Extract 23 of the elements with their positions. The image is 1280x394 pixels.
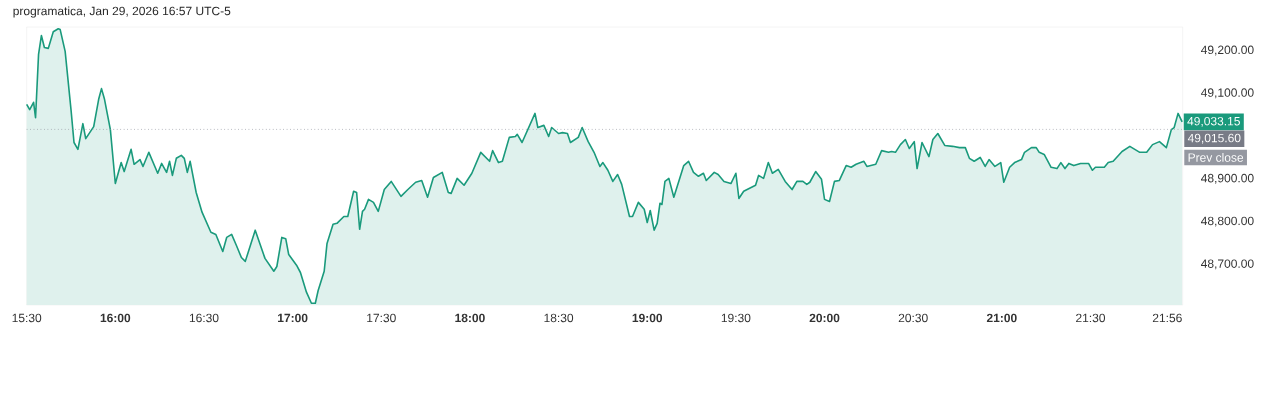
x-tick-label: 21:30	[1076, 313, 1106, 323]
y-tick-label: 48,700.00	[1201, 259, 1254, 270]
x-tick-label: 21:00	[986, 313, 1017, 323]
x-tick-label: 20:00	[809, 313, 840, 323]
x-tick-label: 18:00	[455, 313, 485, 323]
y-tick-label: 49,200.00	[1201, 45, 1254, 56]
x-tick-label: 21:56	[1152, 313, 1182, 323]
chart-title: programatica, Jan 29, 2026 16:57 UTC-5	[13, 6, 231, 18]
x-tick-label: 17:00	[278, 313, 308, 323]
ref-line-label: Prev close	[1188, 152, 1244, 162]
x-tick-label: 16:00	[100, 313, 131, 323]
x-tick-label: 16:30	[189, 313, 219, 323]
x-tick-label: 20:30	[898, 313, 928, 323]
y-tick-label: 48,800.00	[1201, 216, 1254, 227]
x-tick-label: 19:00	[632, 313, 663, 323]
y-tick-label: 48,900.00	[1201, 173, 1254, 184]
text: 49,015.60	[1187, 133, 1241, 144]
x-tick-label: 18:30	[544, 313, 574, 323]
data-label: 49,033.15	[1187, 116, 1240, 127]
x-tick-label: 17:30	[367, 313, 396, 323]
y-tick-label: 49,100.00	[1201, 88, 1254, 99]
x-tick-label: 19:30	[721, 313, 751, 323]
x-tick-label: 15:30	[12, 313, 42, 323]
